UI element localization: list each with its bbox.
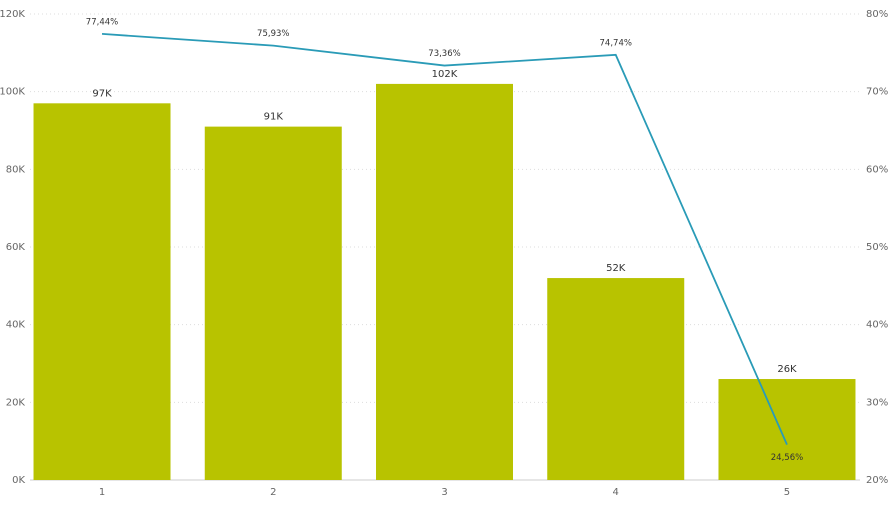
y-tick-label: 40K — [6, 320, 26, 331]
line-label: 73,36% — [428, 49, 460, 59]
y2-tick-label: 40% — [866, 320, 888, 331]
y2-tick-label: 70% — [866, 87, 888, 98]
x-tick-label: 2 — [270, 487, 276, 498]
y2-tick-label: 60% — [866, 164, 888, 175]
line-label: 75,93% — [257, 29, 289, 39]
y-tick-label: 0K — [12, 475, 25, 486]
data-label: 102K — [432, 69, 458, 80]
y-tick-label: 100K — [0, 87, 25, 98]
x-tick-label: 4 — [613, 487, 619, 498]
bar — [547, 278, 685, 480]
x-tick-label: 3 — [441, 487, 447, 498]
data-label: 97K — [92, 88, 112, 99]
y-tick-label: 20K — [6, 397, 26, 408]
y2-tick-label: 50% — [866, 242, 888, 253]
y-tick-label: 60K — [6, 242, 26, 253]
bar — [33, 103, 171, 481]
data-label: 91K — [264, 112, 284, 123]
data-label: 52K — [606, 263, 626, 274]
bar — [376, 83, 513, 481]
x-tick-label: 1 — [99, 487, 105, 498]
line — [101, 32, 788, 445]
line-label: 74,74% — [600, 38, 632, 48]
y-tick-label: 80K — [6, 164, 26, 175]
y2-tick-label: 20% — [866, 475, 888, 486]
line-label: 77,44% — [86, 17, 118, 27]
x-tick-label: 5 — [784, 487, 790, 498]
y2-tick-label: 80% — [866, 9, 888, 20]
line-label: 24,56% — [771, 453, 803, 463]
bar — [204, 126, 342, 480]
bar — [718, 379, 856, 480]
y-tick-label: 120K — [0, 9, 25, 20]
y2-tick-label: 30% — [866, 397, 888, 408]
data-label: 26K — [777, 364, 797, 375]
